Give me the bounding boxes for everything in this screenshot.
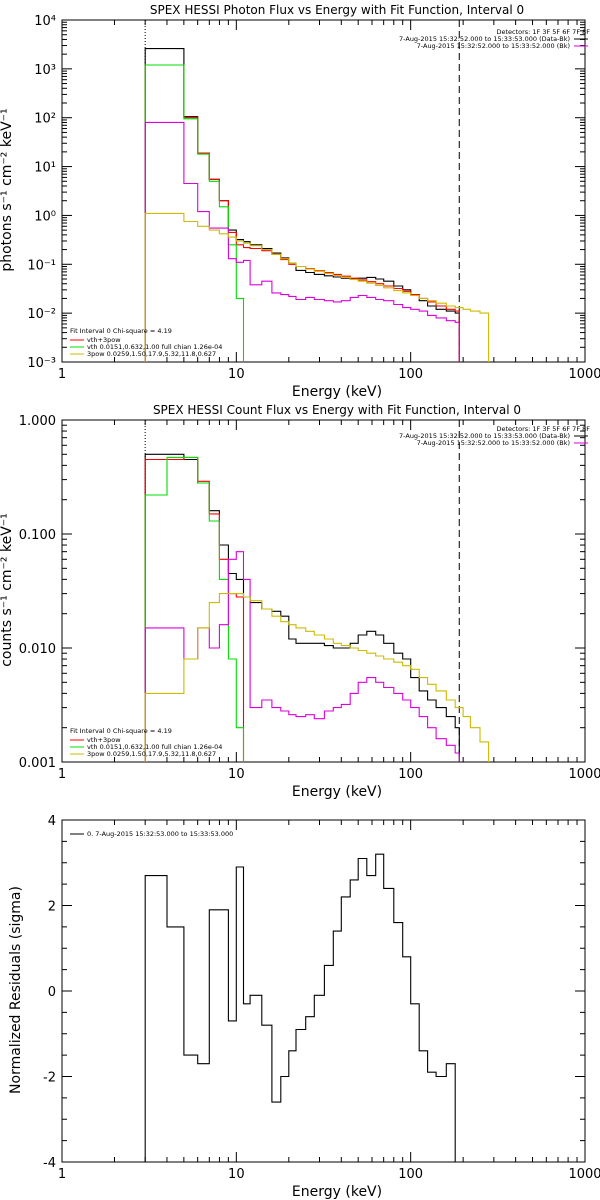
series-4-line [144, 212, 490, 362]
y-tick-label: 10⁻¹ [27, 258, 56, 273]
count-flux-chart: SPEX HESSI Count Flux vs Energy with Fit… [0, 403, 600, 800]
series-0-line [144, 48, 460, 362]
residuals-chart: 1 10 100 1000 -4 -2 0 2 4 0. 7-Aug-2015 15:32:53… [8, 814, 600, 1200]
photon-flux-chart: SPEX HESSI Photon Flux vs Energy with Fi… [0, 3, 600, 400]
y-tick-label: 0.010 [19, 642, 56, 657]
legend-data-bk: 7-Aug-2015 15:32:52.000 to 15:33:53.000 … [399, 35, 570, 43]
plot-frame [61, 19, 586, 363]
fit-legend-3pow: 3pow 0.0259,1.50,17.9,5.32,11.8,0.627 [87, 750, 216, 758]
series-4-line [144, 593, 490, 762]
y-tick-label: -2 [43, 1071, 56, 1086]
chart-title: SPEX HESSI Photon Flux vs Energy with Fi… [150, 3, 524, 17]
fit-legend-header: Fit Interval 0 Chi-square = 4.19 [70, 327, 172, 335]
fit-legend-vth: vth 0.0151,0.632,1.00 full chian 1.26e-0… [87, 343, 222, 351]
chart-title: SPEX HESSI Count Flux vs Energy with Fit… [153, 403, 521, 417]
x-tick-label: 1000 [568, 1167, 600, 1182]
fit-legend-vth: vth 0.0151,0.632,1.00 full chian 1.26e-0… [87, 743, 222, 751]
y-tick-label: 10⁻² [27, 307, 56, 322]
y-tick-label: 10⁴ [34, 14, 56, 29]
x-tick-label: 1 [58, 767, 66, 782]
series-3-line [144, 551, 460, 762]
y-tick-label: -4 [43, 1156, 56, 1171]
y-tick-label: 4 [48, 814, 56, 829]
series-2-line [144, 456, 245, 762]
legend-detectors: Detectors: 1F 3F 5F 6F 7F 8F [496, 425, 590, 433]
legend-bk: 7-Aug-2015 15:32:52.000 to 15:33:52.000 … [417, 42, 570, 50]
series-1-line [144, 456, 245, 762]
series-0-line [144, 853, 460, 1163]
fit-legend-model: vth+3pow [87, 736, 121, 744]
series-0-line [144, 453, 460, 762]
x-tick-label: 10 [228, 367, 245, 382]
x-tick-label: 100 [398, 367, 423, 382]
plot-frame [61, 819, 586, 1163]
y-tick-label: 10³ [34, 63, 56, 78]
x-tick-label: 1 [58, 1167, 66, 1182]
series-3-line [144, 121, 460, 362]
residual-legend: 0. 7-Aug-2015 15:32:53.000 to 15:33:53.0… [87, 830, 233, 838]
y-tick-label: 10⁻³ [27, 356, 56, 371]
fit-legend-model: vth+3pow [87, 336, 121, 344]
x-tick-label: 10 [228, 767, 245, 782]
y-axis-label: Normalized Residuals (sigma) [8, 886, 24, 1094]
x-axis-label: Energy (keV) [292, 1184, 382, 1200]
y-tick-label: 0 [48, 985, 56, 1000]
x-axis-label: Energy (keV) [292, 384, 382, 400]
y-tick-label: 10¹ [34, 161, 56, 176]
legend-data-bk: 7-Aug-2015 15:32:52.000 to 15:33:53.000 … [399, 432, 570, 440]
y-tick-label: 10² [34, 112, 56, 127]
x-tick-label: 100 [398, 1167, 423, 1182]
plot-frame [61, 419, 586, 763]
x-tick-label: 10 [228, 1167, 245, 1182]
y-tick-label: 2 [48, 900, 56, 915]
y-axis-label: photons s⁻¹ cm⁻² keV⁻¹ [0, 108, 15, 271]
y-tick-label: 0.001 [19, 756, 56, 771]
y-axis-label: counts s⁻¹ cm⁻² keV⁻¹ [0, 513, 15, 667]
fit-legend-header: Fit Interval 0 Chi-square = 4.19 [70, 727, 172, 735]
x-tick-label: 1 [58, 367, 66, 382]
fit-legend-3pow: 3pow 0.0259,1.50,17.9,5.32,11.8,0.627 [87, 350, 216, 358]
x-tick-label: 100 [398, 767, 423, 782]
y-tick-label: 10⁰ [34, 209, 56, 224]
legend-bk: 7-Aug-2015 15:32:52.000 to 15:33:52.000 … [417, 439, 570, 447]
x-tick-label: 1000 [568, 767, 600, 782]
y-tick-label: 1.000 [19, 414, 56, 429]
x-tick-label: 1000 [568, 367, 600, 382]
series-1-line [144, 64, 460, 362]
legend-detectors: Detectors: 1F 3F 5F 6F 7F 8F [496, 28, 590, 36]
x-axis-label: Energy (keV) [292, 784, 382, 800]
y-tick-label: 0.100 [19, 528, 56, 543]
